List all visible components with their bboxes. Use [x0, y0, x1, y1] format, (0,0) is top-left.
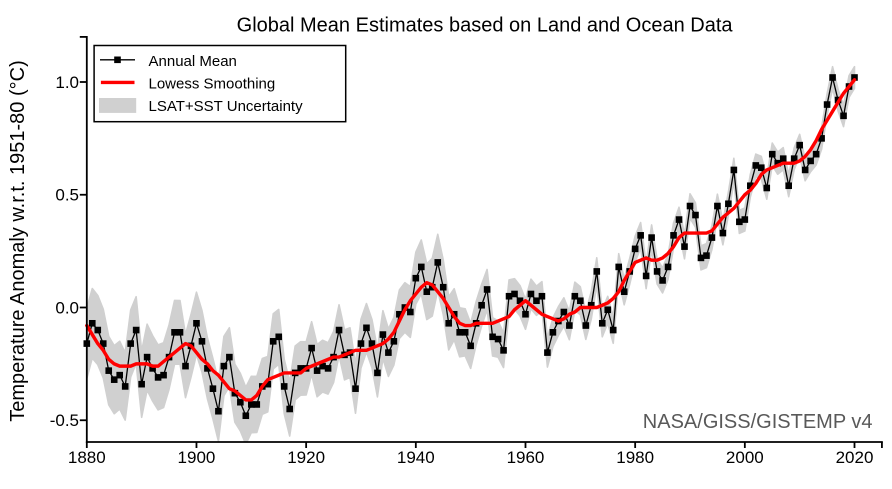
- svg-text:1900: 1900: [178, 448, 216, 467]
- svg-text:1920: 1920: [287, 448, 325, 467]
- svg-text:1880: 1880: [68, 448, 106, 467]
- svg-text:Annual Mean: Annual Mean: [149, 53, 237, 70]
- svg-text:Global Mean Estimates based on: Global Mean Estimates based on Land and …: [237, 15, 734, 37]
- svg-text:-0.5: -0.5: [50, 411, 79, 430]
- svg-text:LSAT+SST Uncertainty: LSAT+SST Uncertainty: [149, 98, 304, 115]
- svg-text:0.5: 0.5: [55, 186, 79, 205]
- svg-text:1980: 1980: [616, 448, 654, 467]
- svg-text:2020: 2020: [836, 448, 874, 467]
- svg-text:1960: 1960: [507, 448, 545, 467]
- svg-text:2000: 2000: [726, 448, 764, 467]
- svg-text:Temperature Anomaly w.r.t. 195: Temperature Anomaly w.r.t. 1951-80 (°C): [7, 60, 29, 422]
- svg-text:NASA/GISS/GISTEMP v4: NASA/GISS/GISTEMP v4: [643, 411, 873, 433]
- svg-text:1940: 1940: [397, 448, 435, 467]
- svg-text:Lowess Smoothing: Lowess Smoothing: [149, 75, 276, 92]
- svg-text:1.0: 1.0: [55, 73, 79, 92]
- svg-text:0.0: 0.0: [55, 298, 79, 317]
